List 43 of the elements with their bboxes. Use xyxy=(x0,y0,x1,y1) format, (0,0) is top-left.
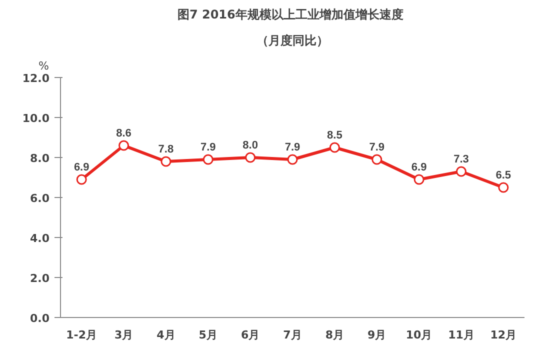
x-tick-label: 1-2月 xyxy=(66,328,98,342)
point xyxy=(118,140,130,151)
y-tick-label: 2.0 xyxy=(30,272,50,285)
data-label: 7.3 xyxy=(454,154,469,166)
y-tick-label: 4.0 xyxy=(30,232,50,245)
point xyxy=(202,154,214,165)
data-label: 7.9 xyxy=(284,142,300,154)
data-label: 8.5 xyxy=(327,130,342,142)
x-tick-label: 10月 xyxy=(406,328,432,342)
x-tick-label: 4月 xyxy=(156,328,176,342)
data-label: 8.0 xyxy=(242,140,258,152)
x-tick-label: 6月 xyxy=(240,328,260,342)
y-tick-label: 6.0 xyxy=(30,192,50,205)
chart-title: 图7 2016年规模以上工业增加值增长速度 xyxy=(177,8,404,22)
y-tick-label: 12.0 xyxy=(22,72,50,85)
point xyxy=(245,152,256,163)
x-tick-label: 9月 xyxy=(368,328,386,342)
y-axis-title: % xyxy=(38,60,49,72)
point xyxy=(456,166,466,177)
y-tick-label: 10.0 xyxy=(22,112,50,125)
x-tick-label: 5月 xyxy=(198,328,218,342)
data-label: 7.9 xyxy=(200,142,216,154)
point xyxy=(76,174,87,185)
x-tick-label: 11月 xyxy=(448,328,474,342)
data-label: 6.9 xyxy=(74,162,90,174)
y-tick-label: 0.0 xyxy=(30,312,50,325)
y-tick-label: 8.0 xyxy=(30,152,50,165)
x-tick-label: 8月 xyxy=(325,328,344,342)
chart-subtitle: （月度同比） xyxy=(256,34,328,48)
data-label: 8.6 xyxy=(116,128,132,140)
data-label: 7.9 xyxy=(369,142,385,154)
point xyxy=(329,142,340,153)
point xyxy=(160,156,172,167)
x-tick-label: 7月 xyxy=(283,328,302,342)
data-label: 6.9 xyxy=(411,162,427,174)
point xyxy=(414,174,424,185)
point xyxy=(287,154,298,165)
point xyxy=(498,182,509,193)
point xyxy=(372,154,382,165)
x-tick-label: 12月 xyxy=(490,328,517,342)
x-tick-label: 3月 xyxy=(114,328,134,342)
data-label: 7.8 xyxy=(158,144,174,156)
data-label: 6.5 xyxy=(496,170,512,182)
